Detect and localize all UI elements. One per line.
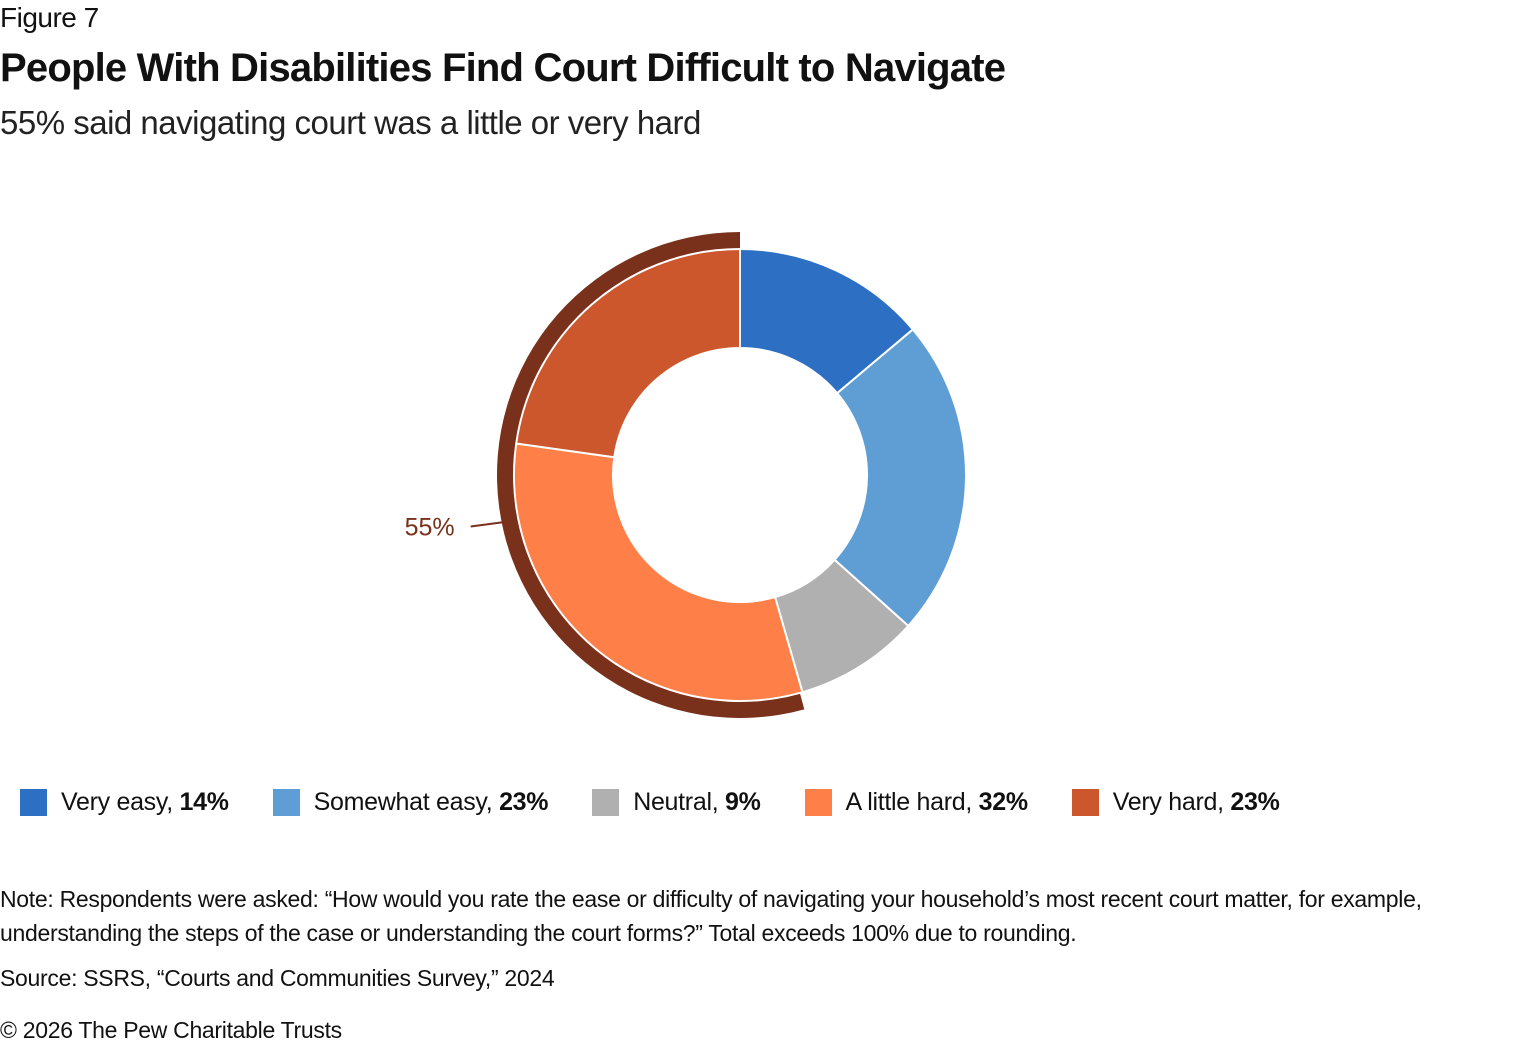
legend-item-somewhat-easy: Somewhat easy, 23% — [272, 788, 549, 817]
legend-swatch — [592, 789, 620, 816]
legend-label: Very easy, 14% — [61, 788, 229, 816]
donut-slice-a-little-hard — [513, 442, 804, 702]
copyright: © 2026 The Pew Charitable Trusts — [0, 1017, 342, 1043]
legend-item-a-little-hard: A little hard, 32% — [804, 788, 1029, 817]
legend-label: Neutral, 9% — [633, 788, 761, 816]
donut-slice-very-hard — [515, 247, 741, 459]
legend-swatch — [1071, 789, 1099, 816]
legend-item-very-hard: Very hard, 23% — [1071, 788, 1280, 817]
donut-slice-somewhat-easy — [833, 328, 967, 628]
legend-swatch — [272, 789, 300, 816]
legend-item-very-easy: Very easy, 14% — [20, 788, 229, 817]
highlight-callout-line — [470, 520, 509, 528]
chart-title: People With Disabilities Find Court Diff… — [0, 46, 1006, 90]
donut-chart: 55% — [405, 232, 967, 718]
donut-slices — [513, 247, 967, 702]
legend: Very easy, 14% Somewhat easy, 23% Neutra… — [20, 788, 1324, 817]
legend-swatch — [20, 789, 47, 816]
legend-item-neutral: Neutral, 9% — [592, 788, 761, 817]
figure-label: Figure 7 — [0, 2, 99, 33]
highlight-label: 55% — [405, 513, 455, 541]
legend-swatch — [804, 789, 832, 816]
legend-label: Somewhat easy, 23% — [313, 788, 549, 816]
legend-label: Very hard, 23% — [1112, 788, 1280, 816]
chart-source: Source: SSRS, “Courts and Communities Su… — [0, 965, 555, 991]
legend-label: A little hard, 32% — [845, 788, 1029, 816]
chart-subtitle: 55% said navigating court was a little o… — [0, 104, 701, 141]
chart-note: Note: Respondents were asked: “How would… — [0, 886, 1422, 946]
